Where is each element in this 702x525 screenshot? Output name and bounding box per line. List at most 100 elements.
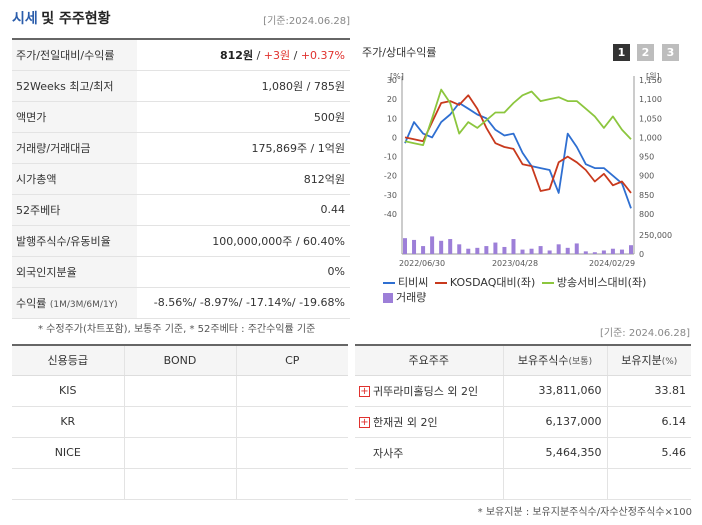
chart-header: 주가/상대수익률 1 2 3: [362, 44, 690, 62]
volume-bar: [565, 247, 570, 254]
right-tick-label: 950: [639, 153, 654, 162]
quote-value: 0%: [137, 256, 350, 288]
credit-bond: [123, 437, 236, 469]
quote-row-price: 주가/전일대비/수익률 812원 / +3원 / +0.37%: [12, 39, 350, 71]
table-row: + 한재권 외 2인 6,137,000 6.14: [355, 406, 691, 438]
legend-volume: 거래량: [396, 291, 427, 304]
right-tick-label: 800: [639, 210, 654, 219]
volume-bar: [610, 248, 615, 254]
volume-bar: [439, 240, 444, 254]
base-date: [기준:2024.06.28]: [263, 16, 350, 27]
section-title: 시세 및 주주현황 [기준:2024.06.28]: [12, 8, 350, 32]
chart-legend: 티비씨 KOSDAQ대비(좌) 방송서비스대비(좌) 거래량: [380, 275, 700, 305]
volume-bar: [538, 246, 543, 254]
left-tick-label: -20: [384, 172, 397, 181]
quote-key: 발행주식수/유동비율: [12, 225, 137, 257]
volume-bar: [421, 246, 426, 254]
quote-row: 52Weeks 최고/최저 1,080원 / 785원: [12, 70, 350, 102]
return-periods: (1M/3M/6M/1Y): [49, 299, 118, 310]
holder-ratio: 33.81: [606, 375, 691, 407]
legend-broadcast: 방송서비스대비(좌): [556, 276, 647, 289]
holder-name-text: 한재권 외 2인: [373, 415, 438, 429]
series-line-1: [404, 102, 632, 209]
credit-header: 신용등급: [12, 345, 124, 376]
legend-kosdaq: KOSDAQ대비(좌): [449, 276, 536, 289]
holder-shares: [502, 468, 607, 500]
quote-row-return: 수익률 (1M/3M/6M/1Y) -8.56%/ -8.97%/ -17.14…: [12, 287, 350, 319]
volume-bar: [511, 239, 516, 254]
ratio-unit: (%): [661, 357, 678, 368]
credit-bond: [123, 468, 236, 500]
chart-page-2[interactable]: 2: [637, 44, 654, 61]
volume-bar: [403, 238, 407, 254]
table-row: KIS: [12, 375, 348, 407]
table-row: + 귀뚜라미홀딩스 외 2인 33,811,060 33.81: [355, 375, 691, 407]
right-tick-label: 900: [639, 172, 654, 181]
quote-footnote: * 수정주가(차트포함), 보통주 기준, * 52주베타 : 주간수익률 기준: [38, 324, 316, 335]
legend-swatch-volume: [383, 293, 393, 303]
base-date-2: [기준: 2024.06.28]: [599, 328, 690, 339]
sep: /: [253, 48, 264, 62]
price-rate: +0.37%: [300, 48, 345, 62]
title-price: 시세: [12, 11, 38, 27]
legend-swatch-broadcast: [541, 282, 554, 284]
quote-key: 주가/전일대비/수익률: [12, 39, 137, 71]
quote-value: 100,000,000주 / 60.40%: [137, 225, 350, 257]
quote-row: 외국인지분율 0%: [12, 256, 350, 288]
volume-bar: [466, 248, 471, 254]
volume-bar: [493, 242, 498, 254]
quote-table: 주가/전일대비/수익률 812원 / +3원 / +0.37% 52Weeks …: [12, 38, 350, 319]
volume-bar: [457, 244, 462, 254]
credit-table: 신용등급 BOND CP KIS KR NICE: [12, 344, 348, 500]
volume-bar: [556, 244, 561, 254]
quote-value: 500원: [137, 101, 350, 133]
quote-value: 812억원: [137, 163, 350, 195]
credit-agency: KIS: [12, 375, 124, 407]
expand-icon[interactable]: +: [359, 417, 370, 428]
quote-key: 시가총액: [12, 163, 137, 195]
holders-header-name: 주요주주: [355, 345, 503, 376]
quote-key: 액면가: [12, 101, 137, 133]
quote-row: 52주베타 0.44: [12, 194, 350, 226]
left-tick-label: 0: [392, 133, 397, 142]
volume-bar: [412, 239, 417, 254]
table-row: [12, 468, 348, 500]
chart-page-1[interactable]: 1: [613, 44, 630, 61]
holder-ratio: 5.46: [606, 437, 691, 469]
shares-label: 보유주식수: [517, 354, 569, 368]
legend-tbc: 티비씨: [398, 276, 429, 289]
volume-bar: [592, 252, 597, 254]
credit-cp: [235, 375, 348, 407]
credit-agency: NICE: [12, 437, 124, 469]
quote-key: 거래량/거래대금: [12, 132, 137, 164]
price-chart: [%] [원] 30 20 10 0 -10 -20 -30 -40 1,150 1,100 1,050…: [384, 72, 672, 268]
holder-ratio: 6.14: [606, 406, 691, 438]
right-tick-label: 850: [639, 191, 654, 200]
quote-value: 0.44: [137, 194, 350, 226]
volume-bar: [502, 246, 507, 254]
quote-key: 외국인지분율: [12, 256, 137, 288]
chart-page-3[interactable]: 3: [662, 44, 679, 61]
holder-shares: 33,811,060: [502, 375, 607, 407]
left-tick-label: -40: [384, 210, 397, 219]
holders-table: 주요주주 보유주식수(보통) 보유지분(%) + 귀뚜라미홀딩스 외 2인 33,…: [355, 344, 691, 500]
volume-bar: [547, 250, 552, 254]
quote-row: 거래량/거래대금 175,869주 / 1억원: [12, 132, 350, 164]
holders-header-ratio: 보유지분(%): [606, 345, 691, 376]
series-line-3: [404, 88, 632, 146]
volume-bar: [529, 248, 534, 254]
current-price: 812원: [219, 48, 254, 62]
volume-bar: [601, 250, 606, 254]
volume-bar: [484, 246, 489, 254]
table-row: KR: [12, 406, 348, 438]
holders-header-shares: 보유주식수(보통): [502, 345, 607, 376]
quote-value: 175,869주 / 1억원: [137, 132, 350, 164]
volume-bar: [619, 249, 624, 254]
quote-key: 52Weeks 최고/최저: [12, 70, 137, 102]
volume-bar: [520, 249, 525, 254]
expand-icon[interactable]: +: [359, 386, 370, 397]
volume-tick-label: 250,000: [639, 231, 672, 240]
x-tick-label: 2024/02/29: [589, 259, 635, 268]
holder-name-text: 귀뚜라미홀딩스 외 2인: [373, 384, 479, 398]
left-tick-label: -30: [384, 191, 397, 200]
